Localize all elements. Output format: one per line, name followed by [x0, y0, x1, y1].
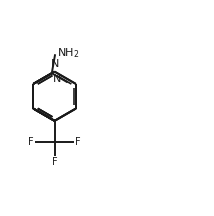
Text: N: N	[50, 59, 59, 69]
Text: N: N	[53, 74, 61, 84]
Text: F: F	[28, 137, 34, 147]
Text: F: F	[75, 137, 81, 147]
Text: F: F	[52, 157, 57, 167]
Text: NH$_2$: NH$_2$	[57, 46, 79, 60]
